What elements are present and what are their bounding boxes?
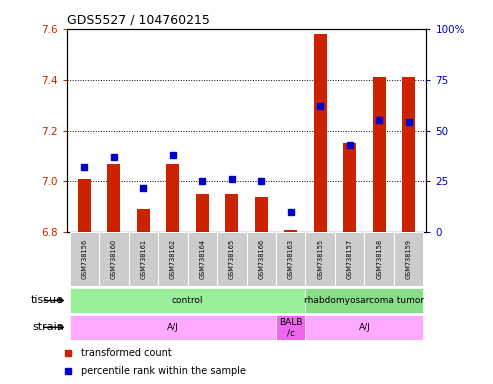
Bar: [306, 315, 423, 340]
Bar: [276, 315, 306, 340]
Text: A/J: A/J: [358, 323, 370, 332]
Text: GSM738155: GSM738155: [317, 239, 323, 279]
Bar: [196, 194, 209, 232]
Bar: [343, 143, 356, 232]
Bar: [77, 179, 91, 232]
Bar: [373, 77, 386, 232]
Bar: [306, 288, 423, 313]
Bar: [284, 230, 297, 232]
Bar: [276, 232, 306, 286]
Bar: [246, 232, 276, 286]
Text: rhabdomyosarcoma tumor: rhabdomyosarcoma tumor: [305, 296, 424, 305]
Bar: [137, 209, 150, 232]
Bar: [166, 164, 179, 232]
Text: GSM738166: GSM738166: [258, 239, 264, 279]
Bar: [70, 288, 306, 313]
Text: BALB
/c: BALB /c: [279, 318, 302, 337]
Text: GSM738162: GSM738162: [170, 239, 176, 279]
Bar: [187, 232, 217, 286]
Text: GSM738160: GSM738160: [111, 239, 117, 279]
Text: transformed count: transformed count: [81, 348, 172, 358]
Bar: [129, 232, 158, 286]
Text: GSM738158: GSM738158: [376, 239, 382, 279]
Text: GSM738161: GSM738161: [140, 239, 146, 279]
Bar: [70, 315, 276, 340]
Text: GSM738159: GSM738159: [406, 239, 412, 279]
Bar: [107, 164, 120, 232]
Text: GSM738163: GSM738163: [288, 239, 294, 279]
Bar: [254, 197, 268, 232]
Text: percentile rank within the sample: percentile rank within the sample: [81, 366, 246, 376]
Bar: [99, 232, 129, 286]
Text: GSM738157: GSM738157: [347, 239, 353, 279]
Text: control: control: [172, 296, 203, 305]
Text: tissue: tissue: [31, 295, 64, 306]
Bar: [158, 232, 187, 286]
Bar: [314, 34, 327, 232]
Bar: [364, 232, 394, 286]
Text: A/J: A/J: [167, 323, 178, 332]
Bar: [335, 232, 364, 286]
Text: GDS5527 / 104760215: GDS5527 / 104760215: [67, 13, 210, 26]
Text: GSM738156: GSM738156: [81, 239, 87, 279]
Text: GSM738164: GSM738164: [199, 239, 205, 279]
Bar: [70, 232, 99, 286]
Bar: [306, 232, 335, 286]
Bar: [217, 232, 246, 286]
Bar: [225, 194, 239, 232]
Text: strain: strain: [32, 322, 64, 333]
Bar: [394, 232, 423, 286]
Bar: [402, 77, 416, 232]
Text: GSM738165: GSM738165: [229, 239, 235, 279]
